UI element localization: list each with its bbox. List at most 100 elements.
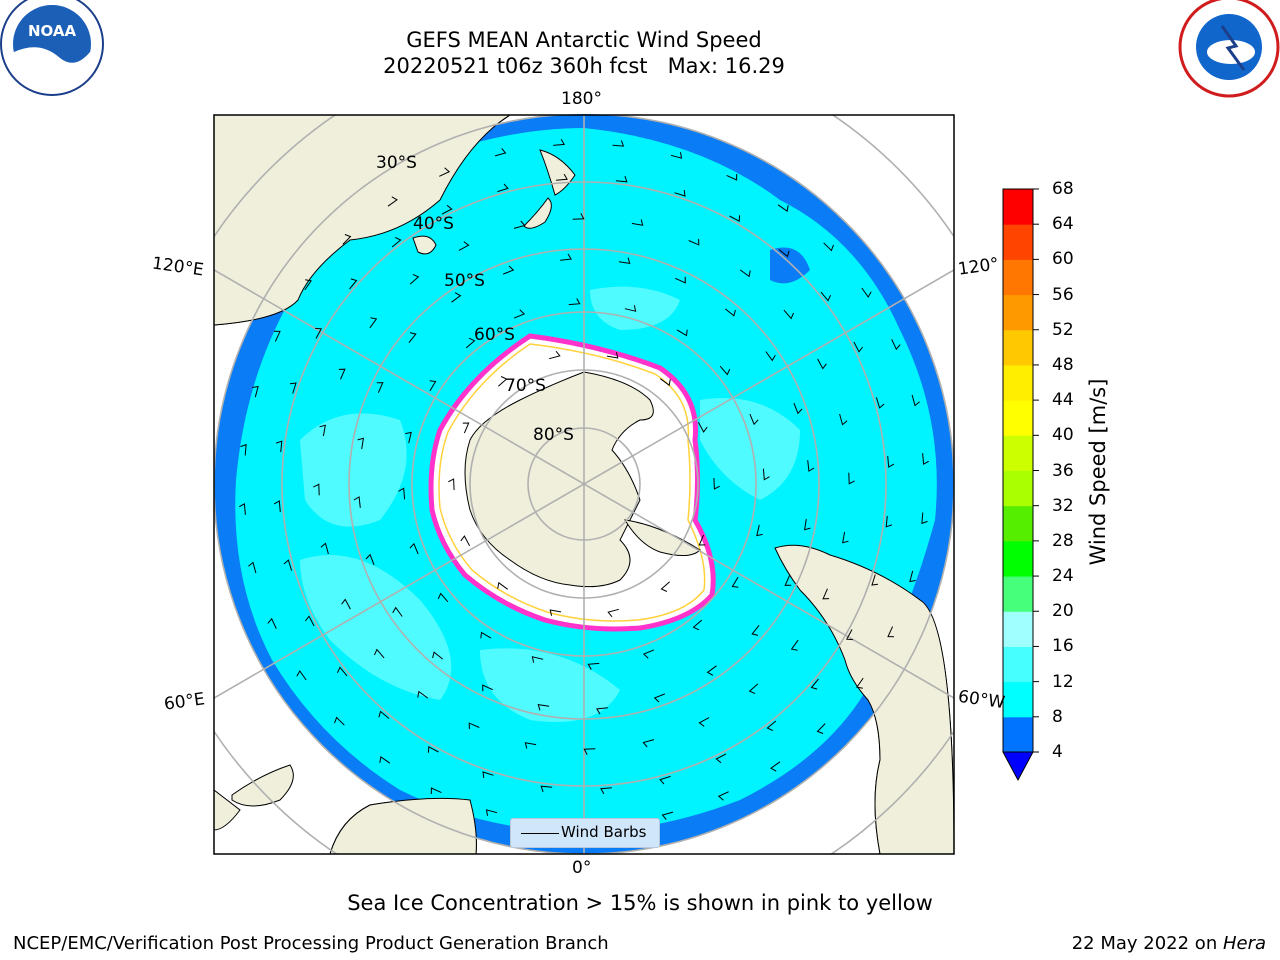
wind-barb [766,720,777,732]
colorbar-tick-label: 32 [1052,495,1074,516]
colorbar-swatch [1003,329,1033,366]
colorbar-swatch [1003,364,1033,401]
wind-barb [820,291,832,302]
map-border [213,114,955,855]
colorbar-swatch [1003,646,1033,683]
wind-barb [540,785,553,793]
wind-barb [618,257,631,265]
wind-barb [875,397,885,409]
colorbar [1002,188,1039,782]
wind-barb [751,624,760,636]
wind-barb [692,619,703,631]
wind-barb [778,249,790,258]
wind-barb [468,722,480,730]
chart-subtitle: 20220521 t06z 360h fcst Max: 16.29 [383,54,785,78]
legend-line-swatch [521,833,559,834]
chart-title: GEFS MEAN Antarctic Wind Speed [406,28,762,52]
wind-barb [313,483,320,496]
lat-label-70s: 70°S [505,376,546,396]
wind-barb [615,175,628,183]
colorbar-tick-label: 44 [1052,390,1074,411]
lat-label-40s: 40°S [413,214,454,234]
footer-date: 22 May 2022 on Hera [1072,933,1266,954]
wind-barb [568,298,581,306]
wind-barb [513,220,526,229]
wind-barb [549,609,562,616]
wind-barb [283,559,293,571]
wind-barb [553,138,566,146]
wind-barb [357,437,365,450]
wind-barb [353,496,361,508]
wind-barb [810,678,819,690]
wind-barb [607,608,619,618]
wind-barb [572,213,585,220]
wind-barbs [238,138,930,830]
wind-barb [631,219,644,226]
wind-barb [238,502,246,515]
wind-barb [583,748,596,755]
wind-barb [726,173,738,181]
wind-barb [387,196,398,207]
wind-barb [887,626,895,638]
wind-barb [430,787,442,795]
wind-barb [612,140,625,147]
lat-label-60s: 60°S [474,325,515,345]
wind-barb [531,656,544,663]
sea-ice-caption: Sea Ice Concentration > 15% is shown in … [347,891,933,915]
colorbar-tick-label: 12 [1052,671,1074,692]
wind-barb [497,376,508,387]
colorbar-swatch [1003,540,1033,577]
wind-barb [911,394,920,407]
wind-barb [756,524,763,537]
wind-barb [342,234,352,245]
wind-barb [349,278,358,290]
wind-barb [848,472,855,485]
wind-barb [731,576,739,588]
svg-text:NOAA: NOAA [28,22,77,40]
colorbar-swatch [1003,259,1033,296]
wind-barb [429,380,437,392]
legend-label: Wind Barbs [561,823,647,841]
wind-barb [275,440,283,453]
wind-barb [437,592,449,603]
wind-barb [807,460,815,472]
wind-barb [304,615,315,627]
wind-barb [537,703,550,711]
colorbar-tick-label: 20 [1052,601,1074,622]
colorbar-swatch [1003,435,1033,471]
wind-barb [688,238,700,246]
wind-barb [653,693,666,703]
colorbar-tick-label: 16 [1052,636,1074,657]
wind-barb [315,327,323,339]
antarctica-land [464,371,654,588]
colorbar-tick-label: 48 [1052,354,1074,375]
wind-barb [749,413,759,426]
wind-barb [391,236,402,248]
colorbar-swatch [1003,716,1033,753]
wind-barb [549,350,561,360]
wind-barb [674,276,686,284]
lon-label-180: 180° [561,89,602,109]
colorbar-tick-label: 8 [1052,706,1063,727]
wind-barb [856,677,864,689]
wind-barb [409,542,419,555]
wind-barb [587,662,600,670]
wind-barb [392,606,403,617]
wind-barb [248,561,257,574]
wind-barb [861,287,872,298]
wind-barb [365,553,375,566]
wind-barb [698,717,710,727]
wind-barb [502,265,515,275]
wind-barb [373,648,385,659]
wind-barb [822,588,830,600]
wind-barb [252,385,259,398]
wind-barb [304,279,312,291]
wind-barb [670,152,683,159]
wind-barb [338,368,346,380]
colorbar-swatch [1003,576,1033,612]
land-over-disc [214,115,954,854]
graticule [214,115,954,854]
wind-barb [817,358,827,370]
wind-barb [661,811,674,820]
